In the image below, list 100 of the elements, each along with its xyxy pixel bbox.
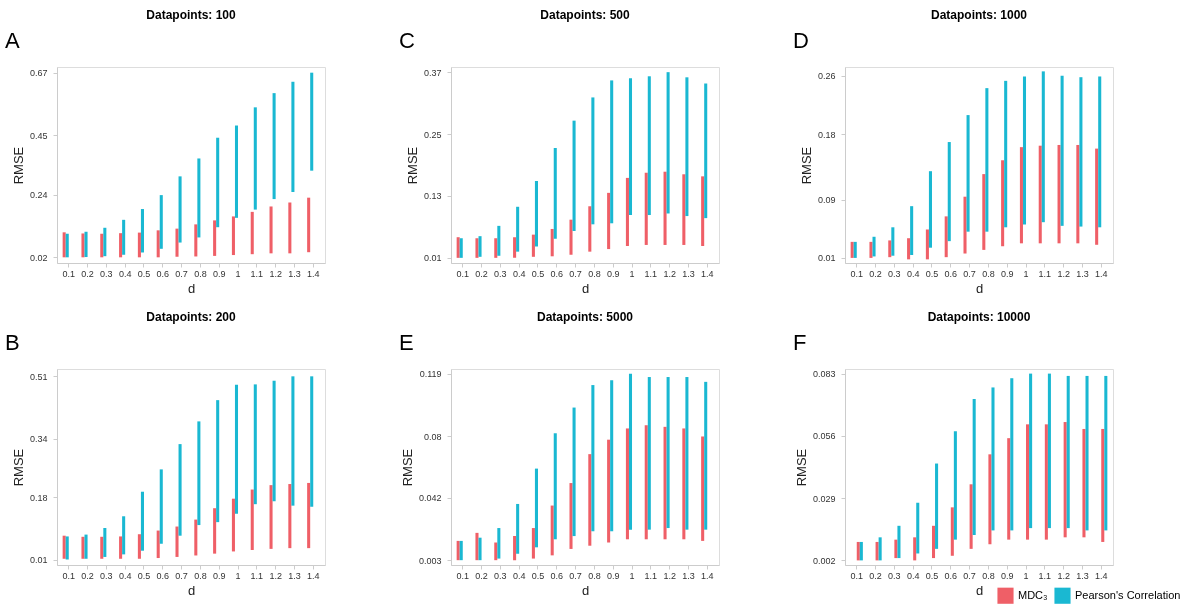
bar (1029, 373, 1033, 529)
x-tick-label: 1.3 (682, 268, 695, 279)
bar (307, 197, 311, 253)
bar (234, 125, 239, 218)
x-tick-label: 0.4 (512, 570, 526, 581)
bar (310, 72, 314, 171)
bar (516, 503, 520, 554)
bar (982, 174, 986, 250)
bar (156, 230, 160, 258)
x-tick-label: 0.9 (1000, 570, 1014, 581)
bar (1104, 375, 1108, 531)
y-tick-label: 0.01 (423, 253, 442, 264)
x-tick-label: 1 (235, 268, 241, 279)
x-tick-label: 1 (629, 268, 635, 279)
y-tick-label: 0.18 (29, 492, 48, 503)
bar (531, 234, 535, 257)
bar (1101, 428, 1105, 542)
bar (156, 530, 160, 559)
x-tick-label: 0.9 (212, 268, 226, 279)
bar (607, 192, 611, 250)
x-tick-label: 0.1 (456, 268, 470, 279)
text: C (399, 28, 415, 53)
x-tick-label: 1.2 (269, 268, 282, 279)
bar (534, 180, 538, 247)
bar (907, 238, 911, 260)
bar (947, 142, 951, 242)
bar (1095, 148, 1099, 245)
x-tick-label: 1.3 (1076, 570, 1089, 581)
bar (704, 83, 708, 219)
bar (513, 237, 517, 258)
bar (531, 528, 535, 559)
bar (1057, 144, 1061, 244)
bar (935, 463, 939, 549)
bar (647, 76, 651, 216)
x-axis-title: d (975, 280, 984, 296)
x-tick-label: 1.1 (1038, 268, 1052, 279)
x-tick-label: 0.7 (569, 570, 582, 581)
bar (475, 532, 479, 561)
x-tick-label: 0.7 (963, 570, 976, 581)
x-tick-label: 0.4 (118, 570, 132, 581)
x-tick-label: 1.3 (682, 570, 695, 581)
bar (291, 81, 295, 192)
y-tick-label: 0.37 (423, 67, 442, 78)
bar (197, 158, 201, 238)
bar (1098, 76, 1102, 228)
bar (628, 78, 633, 216)
chart-title: Datapoints: 500 (540, 8, 630, 22)
x-tick-label: 1.2 (269, 570, 282, 581)
x-tick-label: 1.4 (700, 570, 714, 581)
x-tick-label: 0.3 (100, 570, 113, 581)
bar (1007, 438, 1011, 540)
bar (663, 171, 667, 245)
x-tick-label: 1.1 (250, 570, 264, 581)
x-axis-title: d (581, 280, 590, 296)
y-tick-label: 0.042 (418, 493, 442, 504)
x-tick-label: 1.2 (663, 268, 676, 279)
text: E (399, 330, 414, 355)
x-tick-label: 1.3 (288, 570, 301, 581)
x-tick-label: 0.8 (194, 570, 207, 581)
x-axis-title: d (187, 582, 196, 598)
bar (1026, 424, 1030, 540)
bar (553, 433, 557, 540)
bar (178, 444, 182, 536)
bar (925, 229, 929, 260)
bar (1079, 77, 1083, 227)
bar (569, 219, 573, 255)
bar (1076, 144, 1080, 244)
bar (610, 80, 614, 224)
bar (269, 206, 273, 254)
x-tick-label: 0.4 (906, 570, 920, 581)
x-tick-label: 0.7 (175, 570, 188, 581)
x-tick-label: 0.1 (62, 570, 76, 581)
y-tick-label: 0.029 (812, 493, 836, 504)
chart-title: Datapoints: 200 (146, 310, 236, 324)
bar (1001, 160, 1005, 247)
bar (513, 536, 517, 561)
bar (553, 147, 557, 239)
bar (178, 176, 182, 243)
y-axis-title: RMSE (399, 448, 415, 487)
bar (878, 537, 882, 561)
bar (494, 238, 498, 258)
bar (869, 241, 873, 258)
y-tick-label: 0.34 (29, 434, 48, 445)
bar (122, 516, 126, 555)
y-tick-label: 0.01 (817, 253, 836, 264)
chart-title: Datapoints: 5000 (536, 310, 634, 324)
bar (122, 219, 126, 255)
x-axis-title: d (187, 280, 196, 296)
bar (944, 216, 948, 258)
bar (572, 407, 576, 537)
bar (891, 227, 895, 256)
chart-title: Datapoints: 1000 (930, 8, 1028, 22)
bar (497, 528, 501, 559)
y-tick-label: 0.26 (817, 71, 836, 82)
bar (140, 491, 144, 551)
bar (894, 539, 898, 559)
text: B (5, 330, 20, 355)
bar (269, 485, 273, 549)
x-tick-label: 0.7 (963, 268, 976, 279)
x-axis-title: d (581, 582, 590, 598)
